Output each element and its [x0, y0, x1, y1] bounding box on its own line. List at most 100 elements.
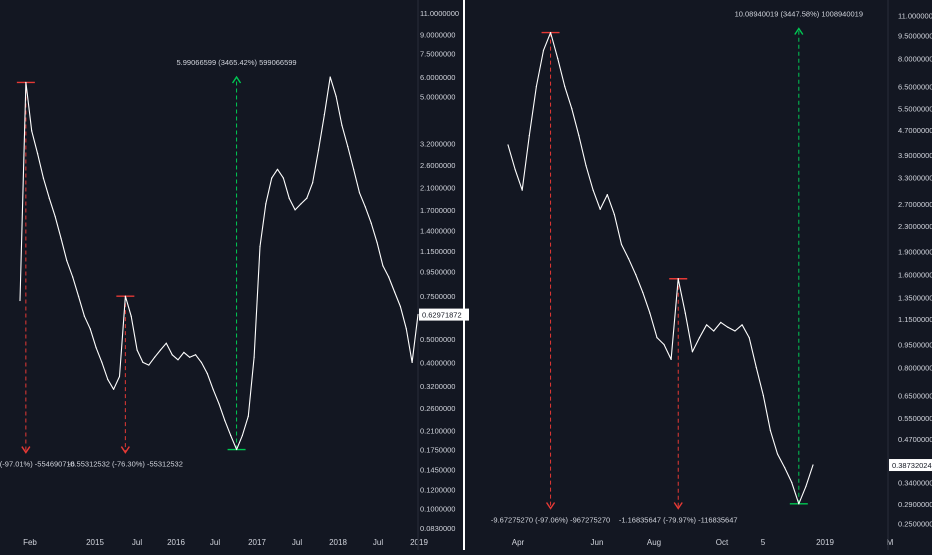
panel2-data-point — [748, 336, 750, 339]
panel1-data-point — [95, 347, 97, 349]
panel1-y-tick-label: 0.7500000 — [420, 292, 455, 301]
panel1-data-point — [177, 359, 179, 361]
panel1-data-point — [364, 206, 366, 208]
panel2-data-point — [620, 243, 623, 246]
panel1-data-point — [335, 95, 337, 97]
panel2-data-point — [784, 466, 786, 469]
panel1-y-tick-label: 0.3200000 — [420, 382, 455, 391]
panel2-drawdown-measure-label: -1.16835647 (-79.97%) -116835647 — [619, 515, 738, 524]
panel2-data-point — [713, 330, 715, 332]
panel1-data-point — [48, 197, 50, 199]
panel1-data-point — [306, 197, 308, 199]
panel2-x-tick-label: 2019 — [816, 538, 834, 547]
panel1-y-tick-label: 0.1450000 — [420, 465, 455, 474]
panel2-y-tick-label: 3.3000000 — [898, 173, 932, 182]
panel1-data-point — [259, 246, 261, 248]
panel2-data-point — [635, 273, 637, 276]
panel1-data-point — [341, 124, 343, 126]
panel1-data-point — [282, 177, 284, 179]
panel2-y-tick-label: 2.3000000 — [898, 222, 932, 231]
panel1-data-point — [376, 241, 378, 243]
panel2-y-tick-label: 8.0000000 — [898, 54, 932, 63]
panel1-y-tick-label: 1.7000000 — [420, 206, 455, 215]
panel2-y-tick-label: 0.2900000 — [898, 500, 932, 509]
panel2-data-point — [720, 321, 722, 323]
panel2-drawdown-measure-label: -9.67275270 (-97.06%) -967275270 — [491, 515, 610, 524]
panel1-y-tick-label: 0.5000000 — [420, 335, 455, 344]
panel1-x-tick-label: Jul — [132, 538, 142, 547]
panel1-y-tick-label: 11.0000000 — [420, 9, 459, 18]
panel1-y-tick-label: 0.2600000 — [420, 404, 455, 413]
panel2-data-point — [592, 189, 594, 191]
panel2-x-tick-label: M — [887, 538, 894, 547]
panel2-data-point — [727, 326, 729, 328]
panel2-last-price-label: 0.38732024 — [892, 461, 932, 470]
panel2-y-tick-label: 3.9000000 — [898, 151, 932, 160]
panel2-data-point — [812, 464, 814, 466]
panel1-data-point — [265, 203, 267, 205]
panel1-data-point — [388, 276, 390, 278]
panel2-data-point — [542, 49, 545, 51]
panel1-data-point — [358, 192, 361, 194]
panel1-y-tick-label: 0.9500000 — [420, 267, 455, 276]
panel1-data-point — [417, 313, 419, 316]
panel1-data-point — [300, 203, 302, 205]
panel2-data-point — [627, 258, 630, 260]
panel1-data-point — [142, 361, 144, 364]
panel2-data-point — [514, 168, 516, 171]
panel2-data-point — [769, 430, 772, 432]
panel1-last-price-box — [419, 308, 469, 321]
panel1-data-point — [83, 315, 85, 317]
panel1-x-tick-label: 2019 — [410, 538, 428, 547]
panel1-data-point — [66, 260, 68, 262]
panel1-data-point — [370, 222, 372, 224]
panel1-y-tick-label: 1.1500000 — [420, 247, 455, 256]
panel1-data-point — [206, 372, 208, 375]
panel1-data-point — [36, 153, 39, 155]
panel1-data-point — [31, 130, 33, 132]
panel1-data-point — [60, 237, 62, 239]
panel1-y-tick-label: 0.2100000 — [420, 426, 455, 435]
panel1-data-point — [130, 315, 132, 317]
panel1-data-point — [393, 291, 396, 293]
panel1-data-point — [294, 209, 296, 211]
panel1-data-point — [271, 177, 273, 179]
panel2-data-point — [549, 31, 552, 34]
panel1-y-tick-label: 0.1750000 — [420, 446, 455, 455]
panel1-data-point — [329, 76, 331, 78]
panel2-data-point — [642, 291, 644, 294]
panel2-y-tick-label: 2.7000000 — [898, 200, 932, 209]
panel2-data-point — [649, 312, 651, 314]
panel1-y-tick-label: 0.0830000 — [420, 524, 455, 533]
panel1-data-point — [171, 354, 173, 356]
panel2-y-tick-label: 0.3400000 — [898, 478, 932, 487]
panel2-data-point — [599, 208, 601, 210]
panel1-x-tick-label: 2016 — [167, 538, 185, 547]
panel1-data-point — [411, 361, 413, 364]
panel1-data-point — [347, 146, 349, 148]
panel1-data-point — [353, 168, 355, 170]
panel2-data-point — [507, 144, 509, 146]
panel2-data-point — [677, 278, 679, 280]
panel1-data-point — [89, 328, 91, 330]
panel1-data-point — [382, 265, 384, 267]
panel1-y-tick-label: 6.0000000 — [420, 73, 455, 82]
panel1-data-point — [288, 197, 290, 199]
panel1-data-point — [241, 434, 244, 437]
panel1-y-tick-label: 2.6000000 — [420, 161, 455, 170]
panel2-y-tick-label: 1.9000000 — [898, 247, 932, 256]
panel2-drawdown-arrow-icon — [673, 502, 683, 510]
panel2-y-tick-label: 1.1500000 — [898, 315, 932, 324]
panel2-data-point — [762, 394, 764, 397]
panel2-data-point — [755, 366, 757, 369]
panel1-data-point — [154, 356, 156, 358]
panel2-data-point — [613, 213, 615, 216]
panel2-data-point — [791, 481, 793, 484]
panel2-x-tick-label: 5 — [761, 538, 766, 547]
panel1-data-point — [72, 276, 74, 278]
panel2-data-point — [578, 135, 580, 137]
panel1-x-tick-label: Jul — [292, 538, 302, 547]
panel1-y-tick-label: 9.0000000 — [420, 30, 455, 39]
